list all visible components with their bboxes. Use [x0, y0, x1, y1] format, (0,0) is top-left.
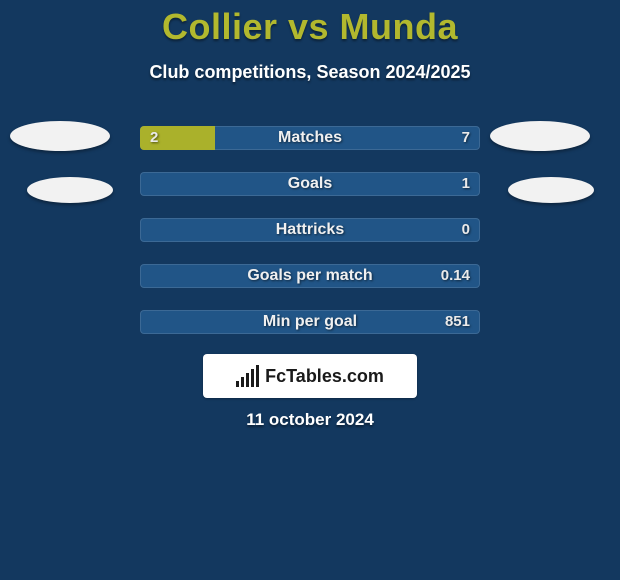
stats-rows: Matches2 7 Goals1 Hattricks0 Goals per match…	[140, 126, 480, 356]
stat-value-right: 0	[462, 218, 470, 242]
stat-row: Min per goal851	[140, 310, 480, 334]
stat-row: Matches2 7	[140, 126, 480, 150]
player-left-badge-secondary	[27, 177, 113, 203]
stat-label: Goals	[140, 172, 480, 196]
stat-label: Goals per match	[140, 264, 480, 288]
stat-row: Goals1	[140, 172, 480, 196]
stat-value-right: 0.14	[441, 264, 470, 288]
stat-value-right: 1	[462, 172, 470, 196]
stat-value-left: 2	[150, 126, 158, 150]
stat-value-right: 7	[462, 126, 470, 150]
stat-label: Hattricks	[140, 218, 480, 242]
stat-row: Goals per match0.14	[140, 264, 480, 288]
player-right-badge-secondary	[508, 177, 594, 203]
site-badge[interactable]: FcTables.com	[203, 354, 417, 398]
stat-label: Min per goal	[140, 310, 480, 334]
player-right-badge	[490, 121, 590, 151]
player-left-badge	[10, 121, 110, 151]
stat-label: Matches	[140, 126, 480, 150]
site-badge-label: FcTables.com	[265, 366, 384, 387]
date-text: 11 october 2024	[0, 410, 620, 430]
stat-value-right: 851	[445, 310, 470, 334]
page-subtitle: Club competitions, Season 2024/2025	[0, 62, 620, 83]
comparison-infographic: Collier vs Munda Club competitions, Seaso…	[0, 0, 620, 580]
stat-row: Hattricks0	[140, 218, 480, 242]
page-title: Collier vs Munda	[0, 6, 620, 48]
bars-icon	[236, 365, 259, 387]
